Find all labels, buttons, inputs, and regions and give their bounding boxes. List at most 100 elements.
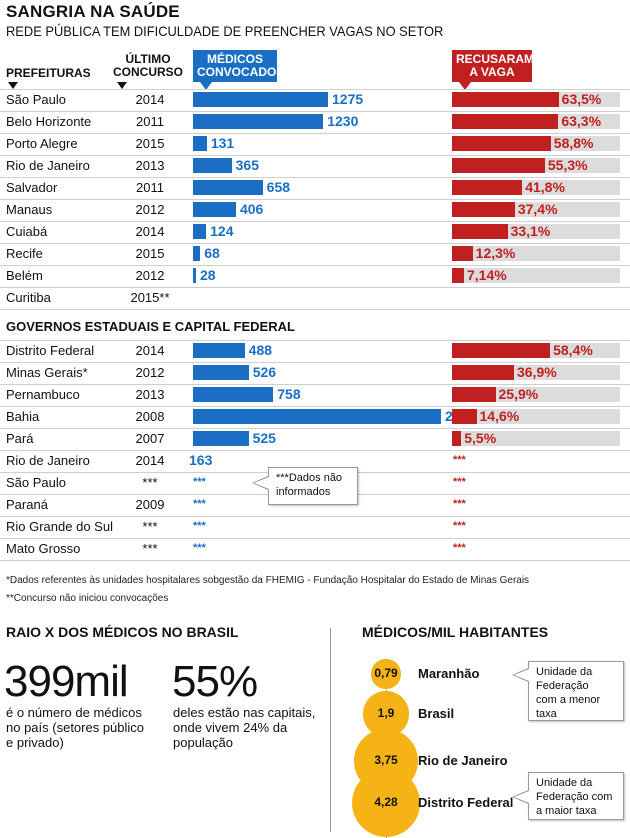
row-year: 2014 <box>135 92 165 107</box>
recusa-value: 63,5% <box>561 91 602 107</box>
recusa-bar <box>452 114 559 129</box>
row-name: Pará <box>6 431 34 446</box>
medicos-bar <box>193 202 236 217</box>
medicos-bar <box>193 158 232 173</box>
row-separator <box>0 406 630 407</box>
recusa-bar-bg <box>452 409 620 424</box>
medicos-bar <box>193 343 245 358</box>
bubble-label: Brasil <box>418 706 455 721</box>
row-name: Salvador <box>6 180 58 195</box>
recusa-value: 12,3% <box>475 245 516 261</box>
row-year: 2007 <box>135 431 165 446</box>
recusa-value: 36,9% <box>516 364 557 380</box>
recusa-value: 25,9% <box>498 386 539 402</box>
recusa-bar <box>452 268 464 283</box>
row-separator <box>0 309 630 310</box>
recusa-value: 63,3% <box>561 113 602 129</box>
bubble-value: 4,28 <box>374 795 398 809</box>
pointer-icon <box>459 82 471 90</box>
row-separator <box>0 133 630 134</box>
medicos-value: 131 <box>210 135 235 151</box>
callout-dados-nao-informados: ***Dados não informados <box>268 467 358 505</box>
recusa-bar-bg <box>452 246 620 261</box>
sort-arrow-icon <box>8 82 18 89</box>
recusa-value: 7,14% <box>466 267 507 283</box>
row-year: 2014 <box>135 453 165 468</box>
medicos-bar <box>193 180 263 195</box>
stat-55pct: 55% <box>172 657 258 706</box>
row-name: Minas Gerais* <box>6 365 88 380</box>
row-name: Rio Grande do Sul <box>6 519 113 534</box>
recusa-bar <box>452 92 559 107</box>
row-separator <box>0 89 630 90</box>
medicos-bar <box>193 136 207 151</box>
row-name: Paraná <box>6 497 48 512</box>
row-separator <box>0 428 630 429</box>
medicos-value: 526 <box>252 364 277 380</box>
bubble-label: Distrito Federal <box>418 795 514 810</box>
recusa-not-informed: *** <box>453 454 466 466</box>
recusa-not-informed: *** <box>453 476 466 488</box>
row-name: Rio de Janeiro <box>6 453 90 468</box>
row-separator <box>0 265 630 266</box>
sort-arrow-icon <box>117 82 127 89</box>
row-separator <box>0 243 630 244</box>
callout-menor-taxa: Unidade da Federação com a menor taxa <box>528 661 624 721</box>
recusa-not-informed: *** <box>453 542 466 554</box>
recusa-bar-bg <box>452 268 620 283</box>
row-separator <box>0 221 630 222</box>
row-year: 2015** <box>130 290 170 305</box>
recusa-bar <box>452 431 462 446</box>
row-separator <box>0 560 630 561</box>
row-name: Manaus <box>6 202 53 217</box>
row-name: Belo Horizonte <box>6 114 92 129</box>
row-year: 2011 <box>136 180 164 195</box>
recusa-value: 41,8% <box>525 179 565 195</box>
recusa-bar <box>452 202 515 217</box>
recusa-bar <box>452 224 508 239</box>
row-separator <box>0 450 630 451</box>
row-name: Belém <box>6 268 43 283</box>
row-separator <box>0 155 630 156</box>
row-separator <box>0 538 630 539</box>
recusa-value: 33,1% <box>510 223 551 239</box>
row-separator <box>0 199 630 200</box>
callout-maior-taxa: Unidade da Federação com a maior taxa <box>528 772 624 820</box>
row-separator <box>0 516 630 517</box>
bubble-value: 1,9 <box>377 706 395 720</box>
medicos-value: 68 <box>204 245 220 261</box>
medicos-value: 163 <box>189 452 213 468</box>
row-name: Recife <box>6 246 43 261</box>
row-name: Rio de Janeiro <box>6 158 90 173</box>
recusa-bar <box>452 180 523 195</box>
row-year: 2008 <box>135 409 165 424</box>
recusa-bar <box>452 136 551 151</box>
row-separator <box>0 340 630 341</box>
bubble-0 <box>371 659 401 689</box>
medicos-bar <box>193 387 274 402</box>
recusa-value: 5,5% <box>464 430 497 446</box>
recusa-bar <box>452 158 545 173</box>
row-year: 2009 <box>135 497 165 512</box>
row-separator <box>0 111 630 112</box>
row-name: Pernambuco <box>6 387 80 402</box>
recusa-bar <box>452 343 551 358</box>
recusa-not-informed: *** <box>453 498 466 510</box>
row-year: 2014 <box>135 343 165 358</box>
recusa-bar <box>452 409 477 424</box>
recusa-bar-bg <box>452 431 620 446</box>
stat-399mil-desc: é o número de médicos no país (setores p… <box>6 705 145 750</box>
row-separator <box>0 287 630 288</box>
row-name: Curitiba <box>6 290 51 305</box>
row-year: 2011 <box>136 114 164 129</box>
medicos-value: 758 <box>277 386 301 402</box>
footnote-2: **Concurso não iniciou convocações <box>6 593 169 604</box>
medicos-value: 1275 <box>332 91 364 107</box>
row-year: 2013 <box>135 158 165 173</box>
row-name: Porto Alegre <box>6 136 78 151</box>
footnote-1: *Dados referentes às unidades hospitalar… <box>6 575 530 586</box>
recusa-value: 58,8% <box>553 135 594 151</box>
recusa-value: 37,4% <box>517 201 558 217</box>
medicos-not-informed: *** <box>193 498 206 510</box>
row-name: Bahia <box>6 409 40 424</box>
